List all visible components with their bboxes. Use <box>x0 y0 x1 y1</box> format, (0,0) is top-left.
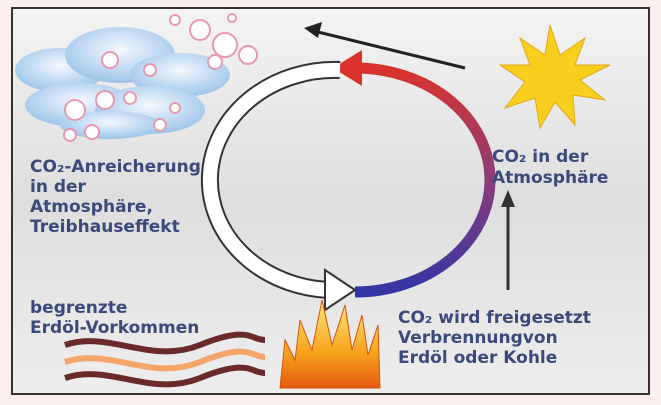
label-line: CO₂-Anreicherung <box>30 157 201 177</box>
atmosphere-label: CO₂ in der Atmosphäre <box>492 147 608 188</box>
label-line: Atmosphäre, <box>30 197 153 217</box>
diagram: CO₂-Anreicherung in der Atmosphäre, Trei… <box>0 0 661 405</box>
label-line: begrenzte <box>30 298 127 318</box>
label-line: CO₂ wird freigesetzt <box>398 308 591 328</box>
label-line: in der <box>30 177 87 197</box>
label-line: Atmosphäre <box>492 168 608 188</box>
label-line: Treibhauseffekt <box>30 217 180 237</box>
label-line: Erdöl-Vorkommen <box>30 318 199 338</box>
label-line: Erdöl oder Kohle <box>398 348 557 368</box>
label-line: CO₂ in der <box>492 147 589 167</box>
label-line: Verbrennungvon <box>398 328 558 348</box>
